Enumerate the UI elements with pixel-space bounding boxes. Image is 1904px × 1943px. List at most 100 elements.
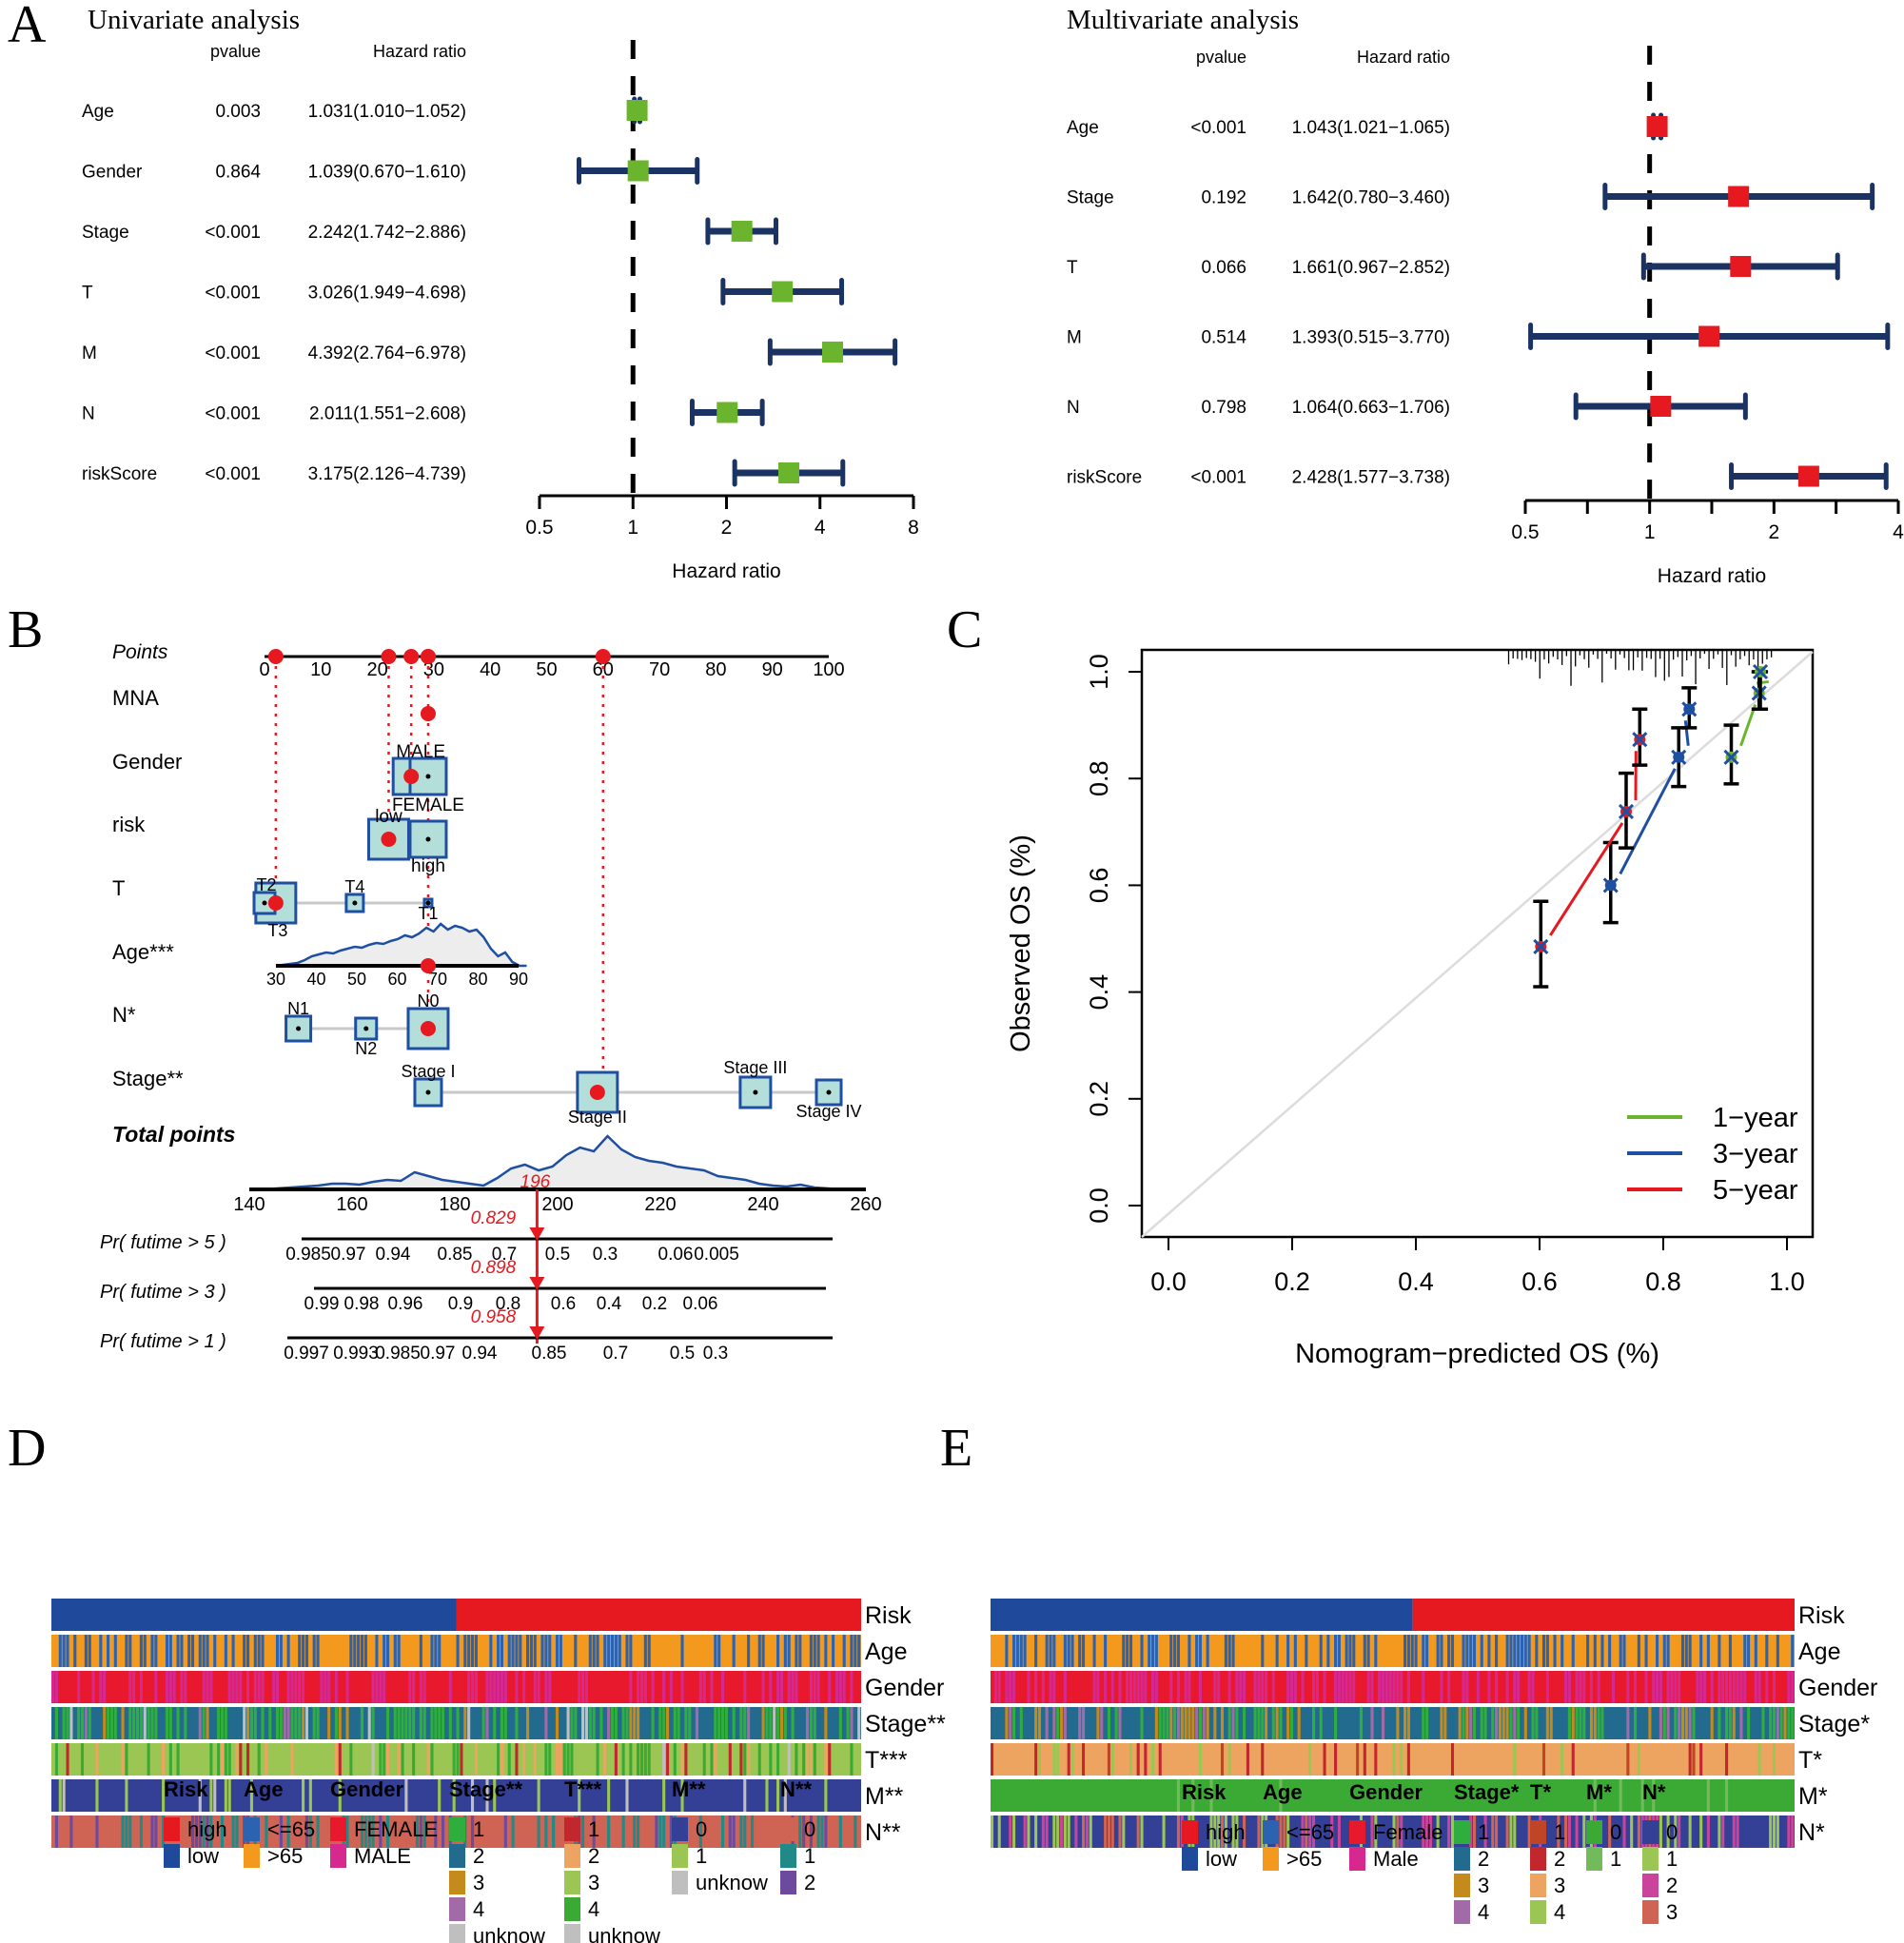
heatmap-cell	[1092, 1671, 1096, 1703]
heatmap-cell	[1359, 1707, 1364, 1739]
heatmap-cell	[1246, 1743, 1249, 1776]
y-tick-label: 0.8	[1085, 760, 1113, 796]
legend-item-label: 4	[1554, 1900, 1565, 1924]
heatmap-cell	[1443, 1707, 1447, 1739]
heatmap-cell	[1158, 1743, 1162, 1776]
heatmap-cell	[500, 1743, 504, 1776]
heatmap-cell	[438, 1635, 442, 1667]
pvalue-value: 0.514	[1201, 328, 1246, 348]
heatmap-cell	[261, 1707, 265, 1739]
legend-group: T*** 1 2 3 4 unknow	[564, 1777, 660, 1943]
heatmap-cell	[665, 1743, 670, 1776]
heatmap-cell	[838, 1815, 842, 1848]
heatmap-cell	[162, 1779, 166, 1812]
legend-item-label: unknow	[696, 1871, 768, 1894]
heatmap-cell	[1476, 1671, 1480, 1703]
legend-item-label: 1	[473, 1817, 484, 1841]
heatmap-cell	[1761, 1707, 1765, 1739]
panel-label-E: E	[940, 1419, 972, 1478]
heatmap-cell	[1791, 1671, 1795, 1703]
heatmap-cell	[1545, 1671, 1549, 1703]
heatmap-cell-low	[991, 1599, 1413, 1631]
heatmap-cell	[820, 1815, 824, 1848]
heatmap-cell	[721, 1707, 725, 1739]
clinical-heatmap-heatmap_E: Risk Age Gender Stage* T* M* N* Risk high low Age <…	[991, 1599, 1877, 1924]
panel-label-C: C	[947, 600, 982, 659]
heatmap-cell	[1074, 1815, 1078, 1848]
heatmap-cell	[1480, 1635, 1483, 1667]
heatmap-cell	[367, 1815, 371, 1848]
heatmap-cell	[1699, 1635, 1703, 1667]
heatmap-cell	[625, 1707, 629, 1739]
hazard-ratio-marker	[1698, 325, 1720, 347]
heatmap-cell	[353, 1635, 357, 1667]
heatmap-cell	[997, 1671, 1001, 1703]
level-dot	[425, 774, 431, 779]
data-point-cross	[1602, 877, 1619, 893]
heatmap-cell	[1126, 1671, 1129, 1703]
level-dot	[363, 1026, 369, 1031]
heatmap-cell	[481, 1707, 485, 1739]
heatmap-cell	[383, 1671, 386, 1703]
heatmap-cell	[732, 1707, 736, 1739]
variable-name: Age	[82, 102, 114, 122]
heatmap-cell	[658, 1707, 662, 1739]
heatmap-cell	[412, 1707, 416, 1739]
heatmap-cell	[1005, 1707, 1009, 1739]
x-tick-label: 0.6	[1521, 1267, 1558, 1296]
heatmap-cell	[1662, 1635, 1666, 1667]
variable-label: Age***	[112, 940, 174, 964]
variable-name: T	[82, 284, 93, 304]
heatmap-cell	[1769, 1707, 1773, 1739]
heatmap-cell	[637, 1707, 640, 1739]
legend-swatch	[780, 1844, 796, 1868]
heatmap-cell	[834, 1671, 839, 1703]
heatmap-cell	[813, 1635, 816, 1667]
heatmap-cell	[1184, 1707, 1188, 1739]
heatmap-cell	[680, 1743, 684, 1776]
heatmap-cell	[714, 1743, 717, 1776]
heatmap-cell	[363, 1815, 367, 1848]
heatmap-cell	[857, 1635, 861, 1667]
heatmap-cell	[503, 1707, 507, 1739]
heatmap-cell	[1450, 1743, 1455, 1776]
heatmap-cell	[1541, 1743, 1546, 1776]
heatmap-cell	[316, 1707, 320, 1739]
heatmap-cell	[308, 1815, 312, 1848]
heatmap-cell	[209, 1743, 213, 1776]
probability-label: Pr( futime > 3 )	[100, 1282, 226, 1303]
heatmap-cell	[386, 1743, 390, 1776]
heatmap-cell	[360, 1815, 364, 1848]
pvalue-value: <0.001	[205, 223, 261, 243]
heatmap-cell	[1579, 1671, 1582, 1703]
heatmap-cell	[1473, 1635, 1477, 1667]
heatmap-cell	[1261, 1671, 1265, 1703]
heatmap-cell	[522, 1743, 526, 1776]
heatmap-cell	[677, 1707, 680, 1739]
heatmap-cell	[787, 1743, 791, 1776]
heatmap-cell	[1535, 1635, 1539, 1667]
heatmap-cell	[1678, 1815, 1681, 1848]
heatmap-cell	[1374, 1635, 1378, 1667]
heatmap-cell	[1176, 1815, 1180, 1848]
heatmap-cell	[91, 1671, 95, 1703]
heatmap-cell	[95, 1743, 99, 1776]
heatmap-cell	[997, 1815, 1001, 1848]
heatmap-cell	[791, 1707, 795, 1739]
legend-label: 1−year	[1713, 1103, 1798, 1133]
heatmap-cell	[511, 1635, 515, 1667]
heatmap-cell	[584, 1671, 588, 1703]
heatmap-cell	[84, 1707, 88, 1739]
heatmap-cell	[1034, 1635, 1038, 1667]
legend-item-label: 3	[588, 1871, 599, 1894]
heatmap-cell	[467, 1707, 471, 1739]
heatmap-cell	[1005, 1635, 1009, 1667]
heatmap-cell	[1422, 1671, 1425, 1703]
heatmap-cell	[1144, 1743, 1148, 1776]
pvalue-value: 0.003	[215, 102, 261, 122]
heatmap-cell	[824, 1635, 828, 1667]
heatmap-cell	[779, 1707, 783, 1739]
forest-row: T 0.066 1.661(0.967−2.852)	[1067, 252, 1840, 281]
heatmap-cell	[58, 1779, 62, 1812]
heatmap-cell	[493, 1779, 497, 1812]
